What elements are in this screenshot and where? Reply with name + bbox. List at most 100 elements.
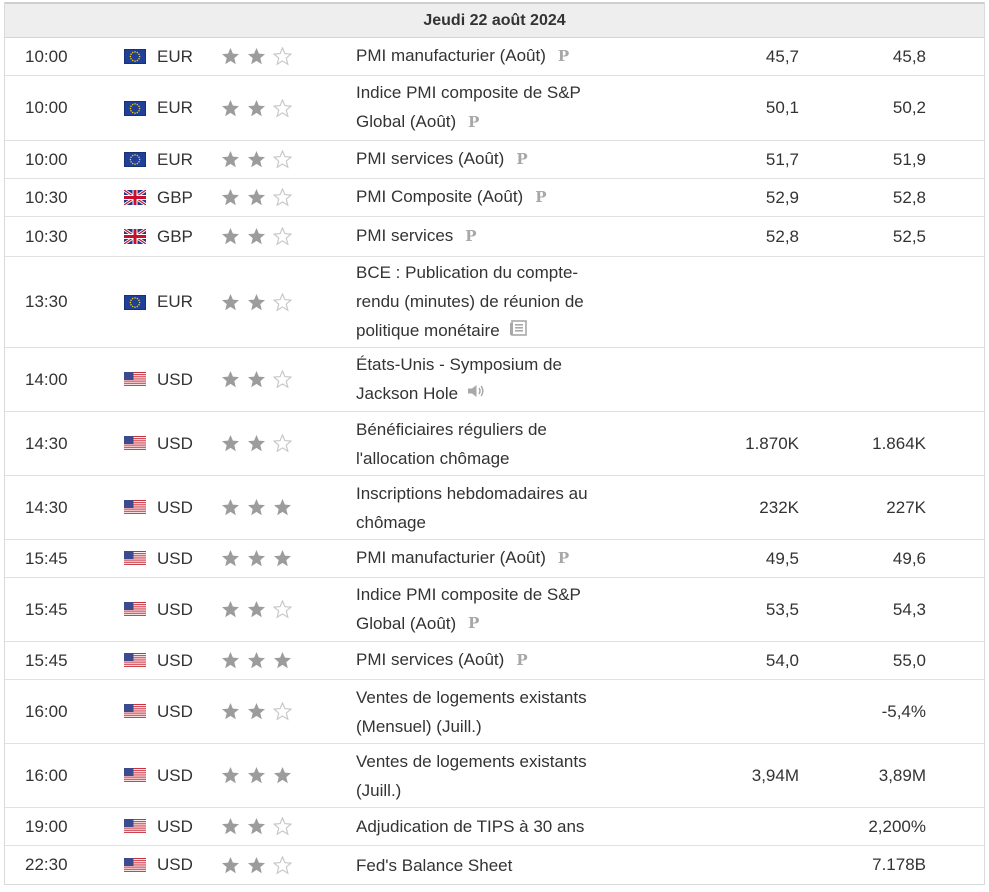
event-name[interactable]: BCE : Publication du compte-rendu (minut… [356, 257, 621, 347]
star-empty-icon [273, 150, 292, 169]
event-previous-value [679, 846, 799, 884]
event-previous-value [679, 348, 799, 411]
event-name[interactable]: PMI services (Août) P [356, 141, 621, 178]
star-filled-icon [247, 99, 266, 118]
event-name[interactable]: Fed's Balance Sheet [356, 846, 621, 884]
us-flag-icon [124, 372, 146, 387]
event-row[interactable]: 13:30 EUR BCE : Publication du compte-rend… [5, 257, 984, 348]
event-name[interactable]: PMI services (Août) P [356, 642, 621, 679]
us-flag-icon [124, 551, 146, 566]
event-title[interactable]: Ventes de logements existants (Juill.) [356, 751, 587, 800]
event-row[interactable]: 10:00 EUR Indice PMI composite de S&P Glob… [5, 76, 984, 141]
event-name[interactable]: Inscriptions hebdomadaires au chômage [356, 476, 621, 539]
speaker-icon [467, 379, 485, 408]
star-filled-icon [247, 227, 266, 246]
event-title[interactable]: PMI manufacturier (Août) [356, 46, 546, 66]
event-row[interactable]: 14:30 USD Inscriptions hebdomadaires au ch… [5, 476, 984, 540]
event-row[interactable]: 22:30 USD Fed's Balance Sheet 7.178B [5, 846, 984, 884]
event-currency: EUR [124, 76, 214, 140]
event-forecast-value: 227K [886, 497, 926, 517]
currency-code: EUR [157, 292, 193, 311]
star-filled-icon [247, 766, 266, 785]
event-rows: 10:00 EUR PMI manufacturier (Août) P 45,7 45,… [5, 38, 984, 884]
event-name[interactable]: Ventes de logements existants (Mensuel) … [356, 680, 621, 743]
event-name[interactable]: PMI manufacturier (Août) P [356, 38, 621, 75]
economic-calendar-table: Jeudi 22 août 2024 10:00 EUR PMI manufactu… [4, 2, 985, 885]
event-previous-value: 52,8 [765, 226, 799, 246]
event-row[interactable]: 14:00 USD États-Unis - Symposium de Jackso… [5, 348, 984, 412]
event-name[interactable]: Bénéficiaires réguliers de l'allocation … [356, 412, 621, 475]
event-forecast-value: 3,89M [878, 765, 926, 785]
event-title[interactable]: PMI services [356, 226, 454, 246]
event-row[interactable]: 14:30 USD Bénéficiaires réguliers de l'all… [5, 412, 984, 476]
event-name[interactable]: Indice PMI composite de S&P Global (Août… [356, 76, 621, 140]
event-currency: USD [124, 846, 214, 884]
event-row[interactable]: 16:00 USD Ventes de logements existants (M… [5, 680, 984, 744]
event-forecast-value: 1.864K [872, 433, 926, 453]
star-empty-icon [273, 434, 292, 453]
event-title[interactable]: Bénéficiaires réguliers de l'allocation … [356, 419, 547, 468]
us-flag-icon [124, 819, 146, 834]
event-currency: USD [124, 540, 214, 577]
star-filled-icon [247, 370, 266, 389]
event-title[interactable]: Indice PMI composite de S&P Global (Août… [356, 584, 581, 633]
event-importance [221, 76, 311, 140]
currency-code: USD [157, 599, 193, 619]
event-title[interactable]: PMI services (Août) [356, 650, 505, 670]
event-forecast-value: 52,8 [892, 187, 926, 207]
event-row[interactable]: 15:45 USD Indice PMI composite de S&P Glob… [5, 578, 984, 642]
event-row[interactable]: 16:00 USD Ventes de logements existants (J… [5, 744, 984, 808]
event-title[interactable]: Fed's Balance Sheet [356, 855, 513, 875]
event-title[interactable]: PMI services (Août) [356, 149, 505, 169]
currency-code: USD [157, 855, 193, 874]
star-empty-icon [273, 370, 292, 389]
event-importance [221, 680, 311, 743]
event-title[interactable]: PMI manufacturier (Août) [356, 548, 546, 568]
us-flag-icon [124, 653, 146, 668]
event-row[interactable]: 15:45 USD PMI manufacturier (Août) P 49,5 49,… [5, 540, 984, 578]
event-name[interactable]: Indice PMI composite de S&P Global (Août… [356, 578, 621, 641]
event-name[interactable]: Ventes de logements existants (Juill.) [356, 744, 621, 807]
event-row[interactable]: 10:30 GBP PMI Composite (Août) P 52,9 52,8 [5, 179, 984, 217]
preliminary-p-icon: P [465, 226, 477, 245]
event-name[interactable]: PMI manufacturier (Août) P [356, 540, 621, 577]
event-title[interactable]: PMI Composite (Août) [356, 187, 524, 207]
currency-code: USD [157, 497, 193, 517]
star-filled-icon [221, 150, 240, 169]
event-title[interactable]: Inscriptions hebdomadaires au chômage [356, 483, 588, 532]
event-row[interactable]: 10:30 GBP PMI services P 52,8 52,5 [5, 217, 984, 257]
us-flag-icon [124, 602, 146, 617]
event-row[interactable]: 10:00 EUR PMI services (Août) P 51,7 51,9 [5, 141, 984, 179]
event-previous-value: 51,7 [765, 149, 799, 169]
event-previous-value: 54,0 [765, 650, 799, 670]
us-flag-icon [124, 436, 146, 451]
event-forecast-value: 45,8 [892, 46, 926, 66]
star-empty-icon [273, 855, 292, 875]
event-row[interactable]: 10:00 EUR PMI manufacturier (Août) P 45,7 45,… [5, 38, 984, 76]
event-title[interactable]: États-Unis - Symposium de Jackson Hole [356, 354, 562, 403]
currency-code: USD [157, 433, 193, 453]
event-row[interactable]: 19:00 USD Adjudication de TIPS à 30 ans 2,2… [5, 808, 984, 846]
event-name[interactable]: États-Unis - Symposium de Jackson Hole [356, 348, 621, 411]
event-title[interactable]: Ventes de logements existants (Mensuel) … [356, 687, 587, 736]
event-importance [221, 38, 311, 75]
event-row[interactable]: 15:45 USD PMI services (Août) P 54,0 55,0 [5, 642, 984, 680]
event-time: 13:30 [25, 292, 68, 311]
star-filled-icon [247, 47, 266, 66]
star-filled-icon [247, 498, 266, 517]
event-title[interactable]: Adjudication de TIPS à 30 ans [356, 817, 585, 836]
event-name[interactable]: PMI Composite (Août) P [356, 179, 621, 216]
preliminary-p-icon: P [516, 149, 528, 168]
event-title[interactable]: BCE : Publication du compte-rendu (minut… [356, 262, 584, 340]
event-name[interactable]: Adjudication de TIPS à 30 ans [356, 808, 621, 845]
star-empty-icon [273, 600, 292, 619]
event-currency: EUR [124, 257, 214, 347]
eu-flag-icon [124, 294, 146, 310]
event-time: 15:45 [25, 650, 68, 670]
event-title[interactable]: Indice PMI composite de S&P Global (Août… [356, 83, 581, 132]
event-forecast-value: 50,2 [892, 98, 926, 117]
eu-flag-icon [124, 100, 146, 116]
event-forecast-value: -5,4% [881, 701, 926, 721]
event-name[interactable]: PMI services P [356, 217, 621, 256]
event-previous-value: 3,94M [751, 765, 799, 785]
